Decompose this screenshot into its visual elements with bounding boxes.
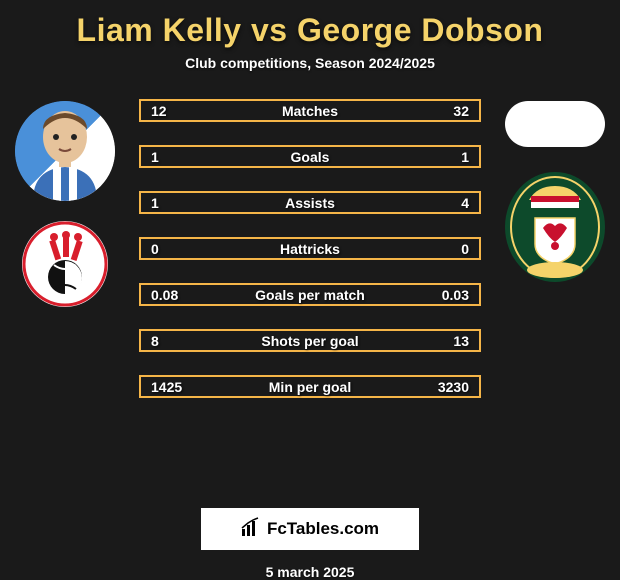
- stat-label: Hattricks: [280, 241, 340, 257]
- club-badge-right: [505, 172, 605, 282]
- stat-right-value: 1: [461, 149, 469, 165]
- player-face-left: [15, 101, 115, 201]
- club-badge-left: [22, 221, 108, 307]
- stat-row: 1 Goals 1: [139, 145, 481, 168]
- stat-row: 1425 Min per goal 3230: [139, 375, 481, 398]
- page-subtitle: Club competitions, Season 2024/2025: [185, 55, 435, 71]
- stat-right-value: 3230: [438, 379, 469, 395]
- player-photo-right-blank: [505, 101, 605, 147]
- stat-right-value: 4: [461, 195, 469, 211]
- page-title: Liam Kelly vs George Dobson: [77, 12, 544, 49]
- stat-label: Shots per goal: [261, 333, 358, 349]
- right-column: [500, 101, 610, 282]
- stat-label: Goals per match: [255, 287, 365, 303]
- main-area: 12 Matches 32 1 Goals 1 1 Assists 4 0 Ha…: [0, 101, 620, 490]
- stat-label: Matches: [282, 103, 338, 119]
- stat-right-value: 0.03: [442, 287, 469, 303]
- stat-row: 0 Hattricks 0: [139, 237, 481, 260]
- chart-icon: [241, 517, 261, 542]
- stat-row: 8 Shots per goal 13: [139, 329, 481, 352]
- stat-left-value: 0.08: [151, 287, 178, 303]
- stat-label: Assists: [285, 195, 335, 211]
- player-photo-left: [15, 101, 115, 201]
- stat-row: 0.08 Goals per match 0.03: [139, 283, 481, 306]
- stat-left-value: 0: [151, 241, 159, 257]
- stat-left-value: 12: [151, 103, 167, 119]
- stat-label: Min per goal: [269, 379, 351, 395]
- left-column: [10, 101, 120, 307]
- source-badge: FcTables.com: [201, 508, 419, 550]
- stat-left-value: 1: [151, 195, 159, 211]
- stat-label: Goals: [291, 149, 330, 165]
- source-label: FcTables.com: [267, 519, 379, 539]
- stat-list: 12 Matches 32 1 Goals 1 1 Assists 4 0 Ha…: [139, 99, 481, 398]
- stat-left-value: 1: [151, 149, 159, 165]
- stat-row: 1 Assists 4: [139, 191, 481, 214]
- stat-right-value: 0: [461, 241, 469, 257]
- infographic-root: Liam Kelly vs George Dobson Club competi…: [0, 0, 620, 580]
- stat-left-value: 1425: [151, 379, 182, 395]
- stat-right-value: 32: [453, 103, 469, 119]
- stat-row: 12 Matches 32: [139, 99, 481, 122]
- stat-left-value: 8: [151, 333, 159, 349]
- footer-date: 5 march 2025: [266, 564, 355, 580]
- stat-right-value: 13: [453, 333, 469, 349]
